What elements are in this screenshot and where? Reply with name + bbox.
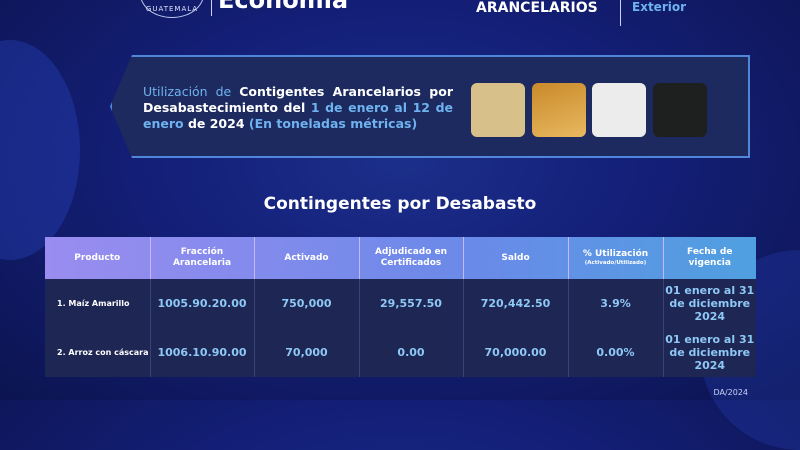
table-row: 2. Arroz con cáscara 1006.10.90.00 70,000 0… [45, 328, 756, 377]
guatemala-seal-logo: GUATEMALA [140, 0, 204, 18]
header: GUATEMALA Economía ARANCELARIOS Exterior [0, 0, 800, 30]
banner-text: Utilización de Contigentes Arancelarios … [143, 84, 453, 131]
table-row: 1. Maíz Amarillo 1005.90.20.00 750,000 29,5… [45, 279, 756, 328]
program-name: ARANCELARIOS [476, 0, 598, 16]
footer-code: DA/2024 [713, 388, 748, 397]
col-header: Producto [45, 237, 151, 279]
col-header: Adjudicado en Certificados [359, 237, 464, 279]
quota-table: Producto Fracción Arancelaria Activado A… [45, 237, 756, 377]
col-header: Fecha de vigencia [687, 247, 733, 268]
col-header: % Utilización (Activado/Utilizado) [568, 237, 664, 279]
black-beans-image [653, 83, 707, 137]
rice-image [592, 83, 646, 137]
corn-grits-image [471, 83, 525, 137]
col-header: Saldo [463, 237, 569, 279]
cornmeal-image [532, 83, 586, 137]
col-header: Activado [254, 237, 360, 279]
ministry-name: Economía [218, 0, 349, 14]
section-title: Contingentes por Desabasto [263, 194, 537, 214]
office-name: Exterior [632, 0, 687, 14]
col-header: Fracción Arancelaria [150, 237, 255, 279]
